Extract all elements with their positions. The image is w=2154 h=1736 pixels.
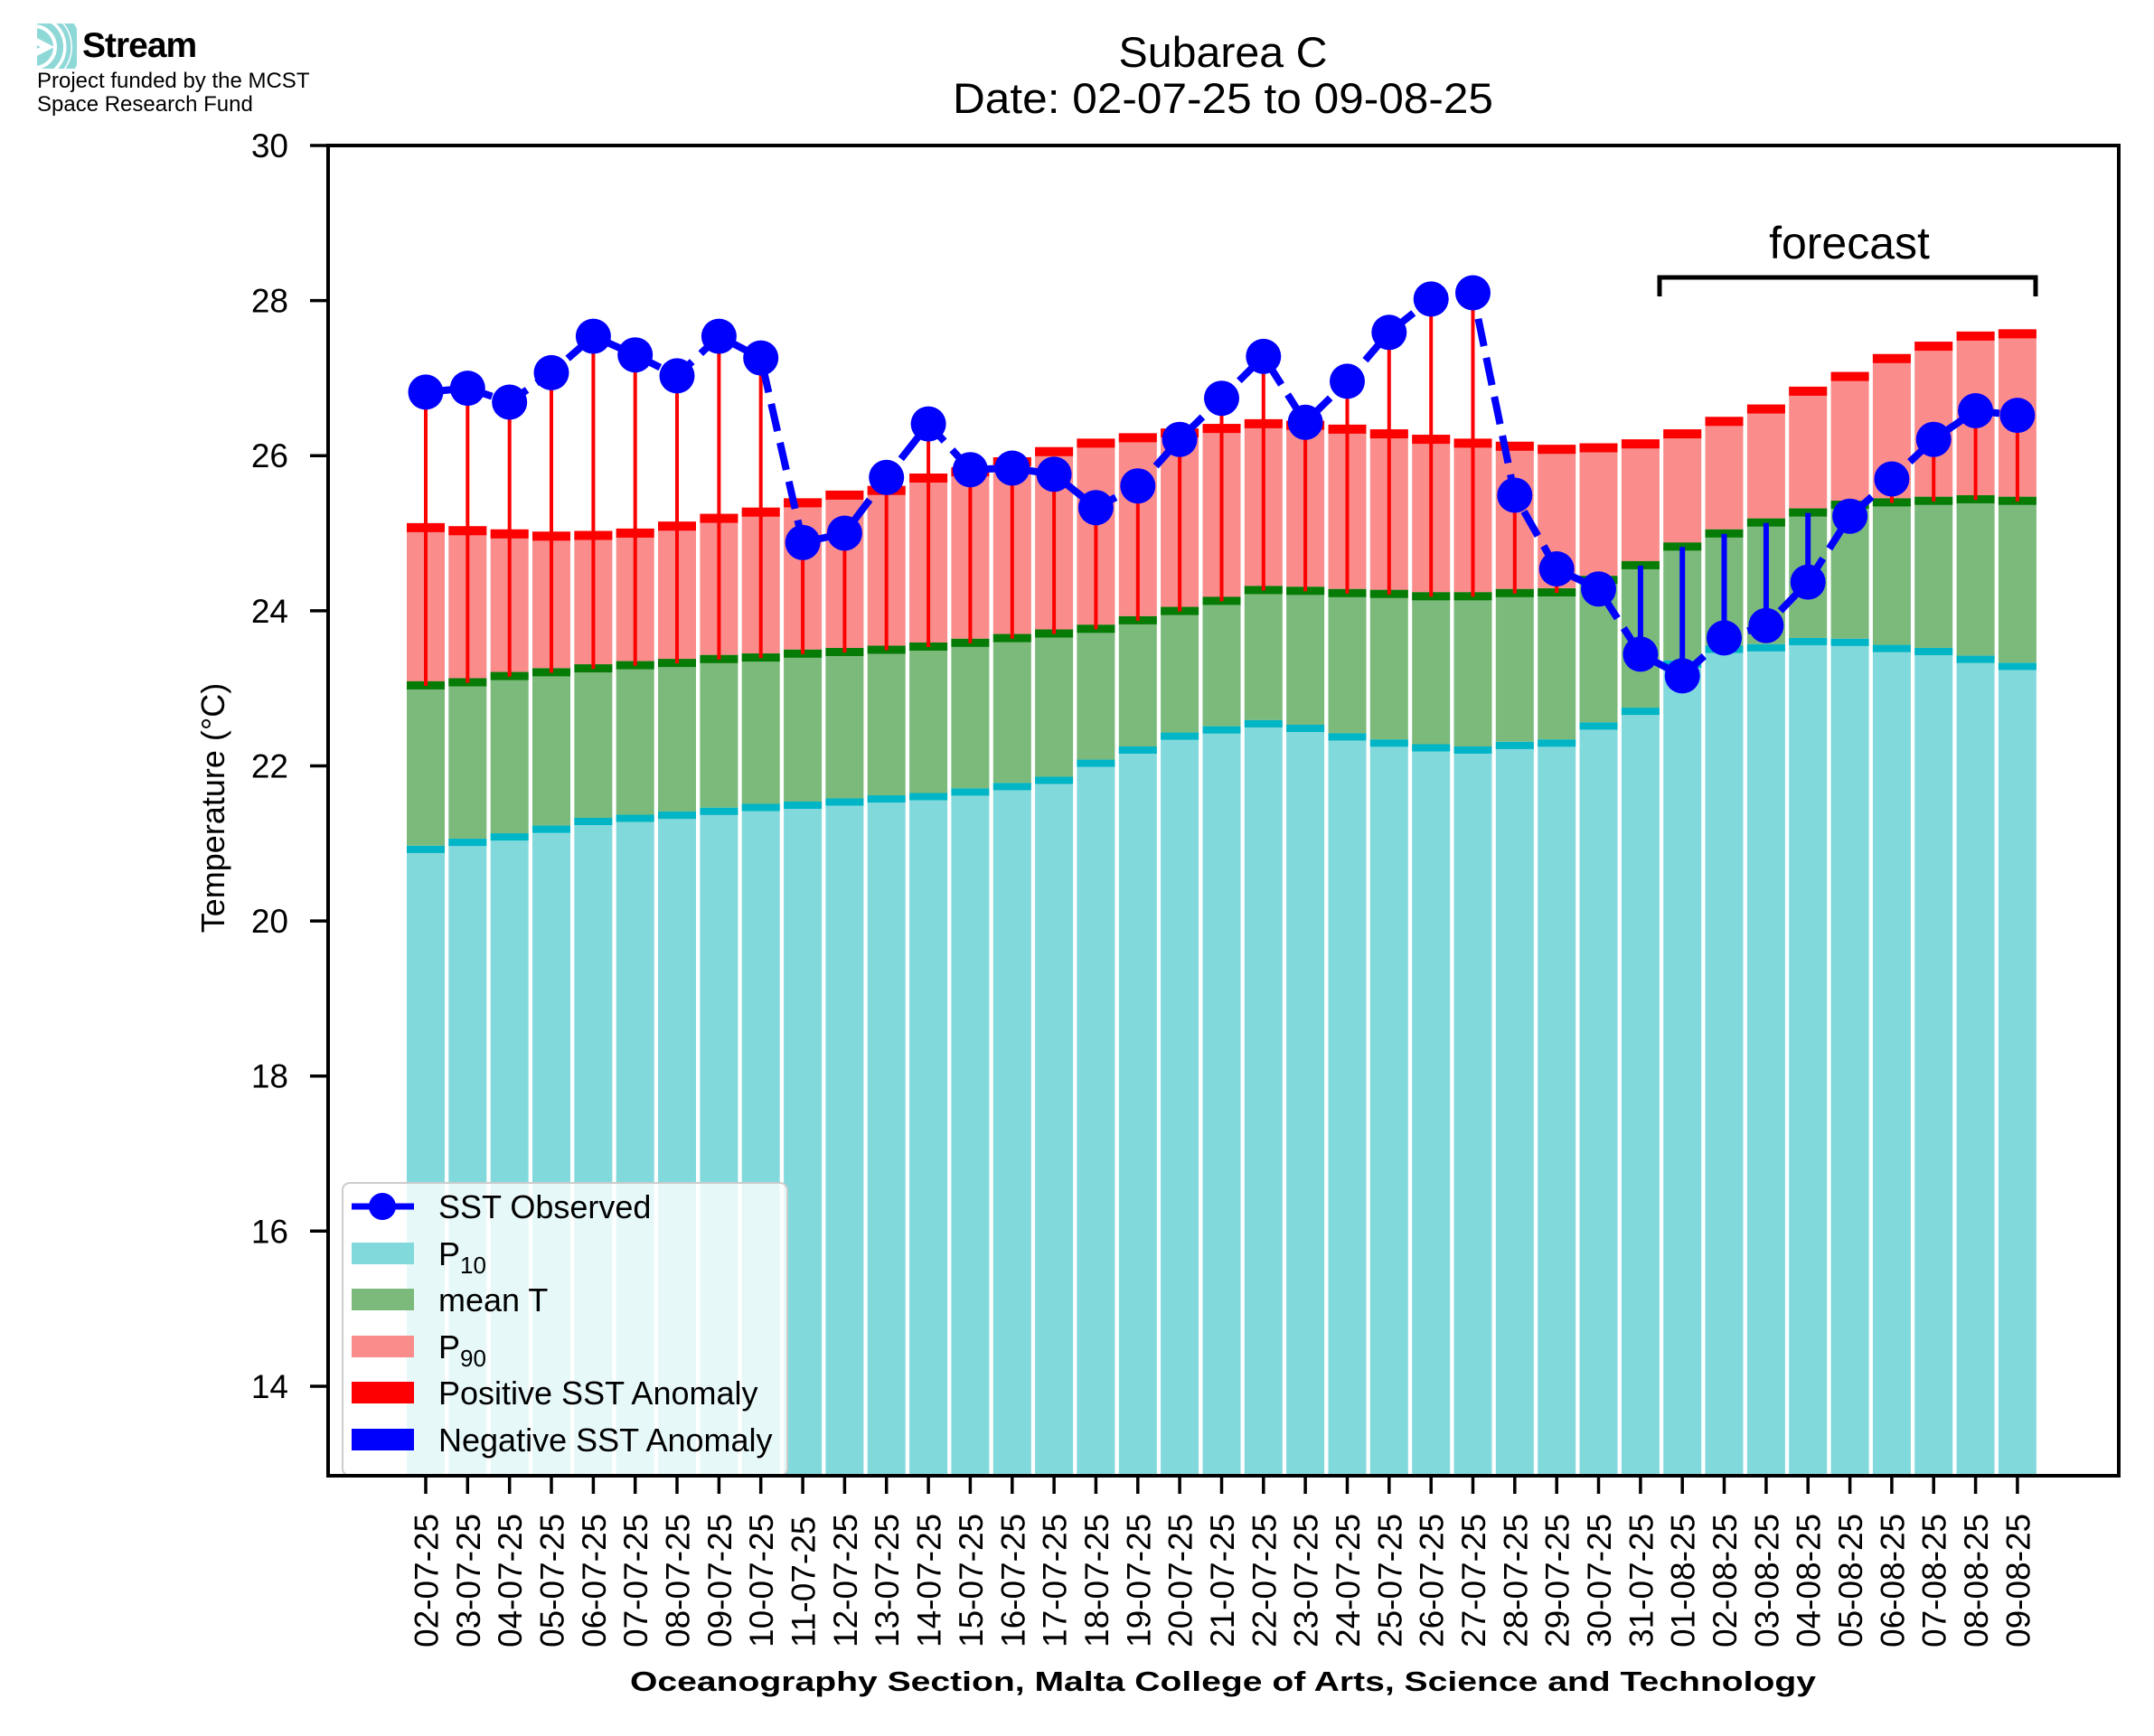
svg-text:Temperature (°C): Temperature (°C) <box>194 683 231 933</box>
svg-text:09-08-25: 09-08-25 <box>1999 1514 2036 1647</box>
svg-text:04-08-25: 04-08-25 <box>1791 1514 1828 1647</box>
svg-text:07-07-25: 07-07-25 <box>617 1514 654 1647</box>
svg-text:07-08-25: 07-08-25 <box>1916 1514 1953 1647</box>
svg-text:30-07-25: 30-07-25 <box>1581 1514 1618 1647</box>
svg-text:14: 14 <box>251 1368 288 1405</box>
svg-text:04-07-25: 04-07-25 <box>492 1514 529 1647</box>
svg-text:19-07-25: 19-07-25 <box>1120 1514 1157 1647</box>
svg-text:24-07-25: 24-07-25 <box>1330 1514 1367 1647</box>
svg-text:24: 24 <box>251 593 288 630</box>
svg-text:16-07-25: 16-07-25 <box>994 1514 1031 1647</box>
svg-text:08-08-25: 08-08-25 <box>1958 1514 1995 1647</box>
svg-text:26-07-25: 26-07-25 <box>1414 1514 1451 1647</box>
svg-text:03-07-25: 03-07-25 <box>450 1514 487 1647</box>
svg-text:Negative SST Anomaly: Negative SST Anomaly <box>438 1422 773 1459</box>
svg-text:18-07-25: 18-07-25 <box>1078 1514 1115 1647</box>
svg-text:20: 20 <box>251 903 288 940</box>
svg-text:15-07-25: 15-07-25 <box>953 1514 990 1647</box>
svg-text:02-07-25: 02-07-25 <box>409 1514 446 1647</box>
svg-text:22: 22 <box>251 748 288 785</box>
svg-text:Oceanography Section, Malta Co: Oceanography Section, Malta College of A… <box>630 1666 1816 1697</box>
svg-text:13-07-25: 13-07-25 <box>869 1514 906 1647</box>
svg-text:02-08-25: 02-08-25 <box>1707 1514 1744 1647</box>
svg-text:28-07-25: 28-07-25 <box>1497 1514 1534 1647</box>
svg-text:27-07-25: 27-07-25 <box>1455 1514 1492 1647</box>
svg-text:23-07-25: 23-07-25 <box>1288 1514 1325 1647</box>
svg-text:18: 18 <box>251 1058 288 1095</box>
svg-text:17-07-25: 17-07-25 <box>1037 1514 1074 1647</box>
svg-text:05-07-25: 05-07-25 <box>534 1514 571 1647</box>
svg-text:Positive SST Anomaly: Positive SST Anomaly <box>438 1375 758 1412</box>
svg-text:Space Research Fund: Space Research Fund <box>37 92 253 117</box>
svg-text:25-07-25: 25-07-25 <box>1371 1514 1408 1647</box>
svg-text:06-07-25: 06-07-25 <box>576 1514 613 1647</box>
svg-text:mean T: mean T <box>438 1281 548 1318</box>
svg-text:29-07-25: 29-07-25 <box>1539 1514 1576 1647</box>
svg-text:31-07-25: 31-07-25 <box>1623 1514 1660 1647</box>
svg-text:21-07-25: 21-07-25 <box>1204 1514 1241 1647</box>
svg-text:Date: 02-07-25 to 09-08-25: Date: 02-07-25 to 09-08-25 <box>953 74 1493 122</box>
svg-text:11-07-25: 11-07-25 <box>785 1516 823 1647</box>
svg-text:22-07-25: 22-07-25 <box>1246 1514 1283 1647</box>
svg-text:08-07-25: 08-07-25 <box>660 1514 697 1647</box>
svg-text:Project funded by the MCST: Project funded by the MCST <box>37 69 310 93</box>
svg-text:12-07-25: 12-07-25 <box>827 1514 864 1647</box>
svg-text:26: 26 <box>251 437 288 474</box>
svg-text:20-07-25: 20-07-25 <box>1162 1514 1199 1647</box>
svg-text:28: 28 <box>251 283 288 320</box>
svg-text:30: 30 <box>251 127 288 164</box>
svg-text:06-08-25: 06-08-25 <box>1874 1514 1911 1647</box>
svg-text:forecast: forecast <box>1769 218 1930 268</box>
svg-text:01-08-25: 01-08-25 <box>1665 1514 1702 1647</box>
svg-text:03-08-25: 03-08-25 <box>1748 1514 1785 1647</box>
svg-text:10-07-25: 10-07-25 <box>743 1514 780 1647</box>
svg-text:09-07-25: 09-07-25 <box>701 1514 738 1647</box>
svg-text:05-08-25: 05-08-25 <box>1832 1514 1869 1647</box>
svg-text:16: 16 <box>251 1213 288 1250</box>
svg-text:14-07-25: 14-07-25 <box>911 1514 948 1647</box>
svg-text:Stream: Stream <box>82 26 196 65</box>
svg-text:SST Observed: SST Observed <box>438 1188 651 1225</box>
svg-text:Subarea C: Subarea C <box>1119 28 1328 76</box>
